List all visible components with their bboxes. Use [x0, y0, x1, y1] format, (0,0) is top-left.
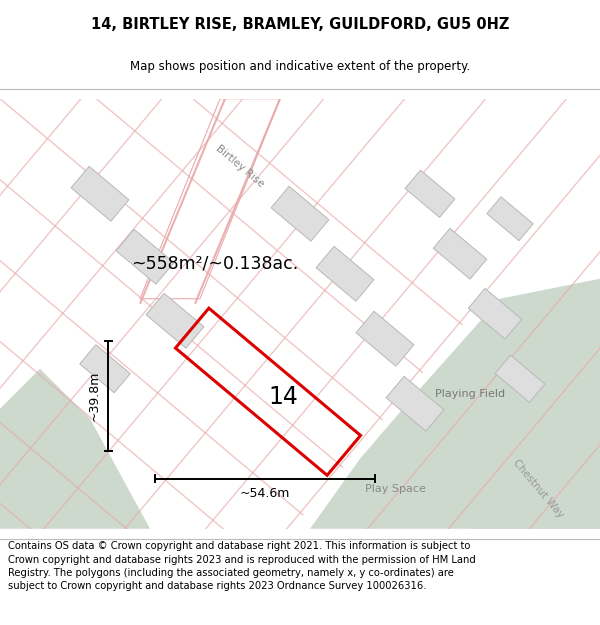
Polygon shape — [495, 355, 545, 402]
Text: Birtley Rise: Birtley Rise — [214, 144, 266, 189]
Polygon shape — [386, 376, 444, 431]
Polygon shape — [0, 369, 150, 529]
Polygon shape — [80, 345, 130, 392]
Polygon shape — [146, 293, 204, 348]
Polygon shape — [116, 229, 174, 284]
Polygon shape — [140, 99, 280, 299]
Text: Chestnut Way: Chestnut Way — [511, 458, 565, 520]
Text: Playing Field: Playing Field — [435, 389, 505, 399]
Polygon shape — [470, 449, 600, 529]
Text: Map shows position and indicative extent of the property.: Map shows position and indicative extent… — [130, 60, 470, 73]
Text: ~558m²/~0.138ac.: ~558m²/~0.138ac. — [131, 255, 299, 272]
Polygon shape — [487, 197, 533, 241]
Polygon shape — [405, 170, 455, 217]
Text: Contains OS data © Crown copyright and database right 2021. This information is : Contains OS data © Crown copyright and d… — [8, 541, 476, 591]
Polygon shape — [71, 166, 129, 221]
Text: ~54.6m: ~54.6m — [240, 488, 290, 500]
Text: 14: 14 — [268, 385, 298, 409]
Polygon shape — [271, 186, 329, 241]
Text: ~39.8m: ~39.8m — [88, 371, 101, 421]
Polygon shape — [468, 288, 522, 339]
Text: Play Space: Play Space — [365, 484, 425, 494]
Text: 14, BIRTLEY RISE, BRAMLEY, GUILDFORD, GU5 0HZ: 14, BIRTLEY RISE, BRAMLEY, GUILDFORD, GU… — [91, 18, 509, 32]
Polygon shape — [356, 311, 414, 366]
Polygon shape — [310, 279, 600, 529]
Polygon shape — [316, 246, 374, 301]
Polygon shape — [433, 228, 487, 279]
